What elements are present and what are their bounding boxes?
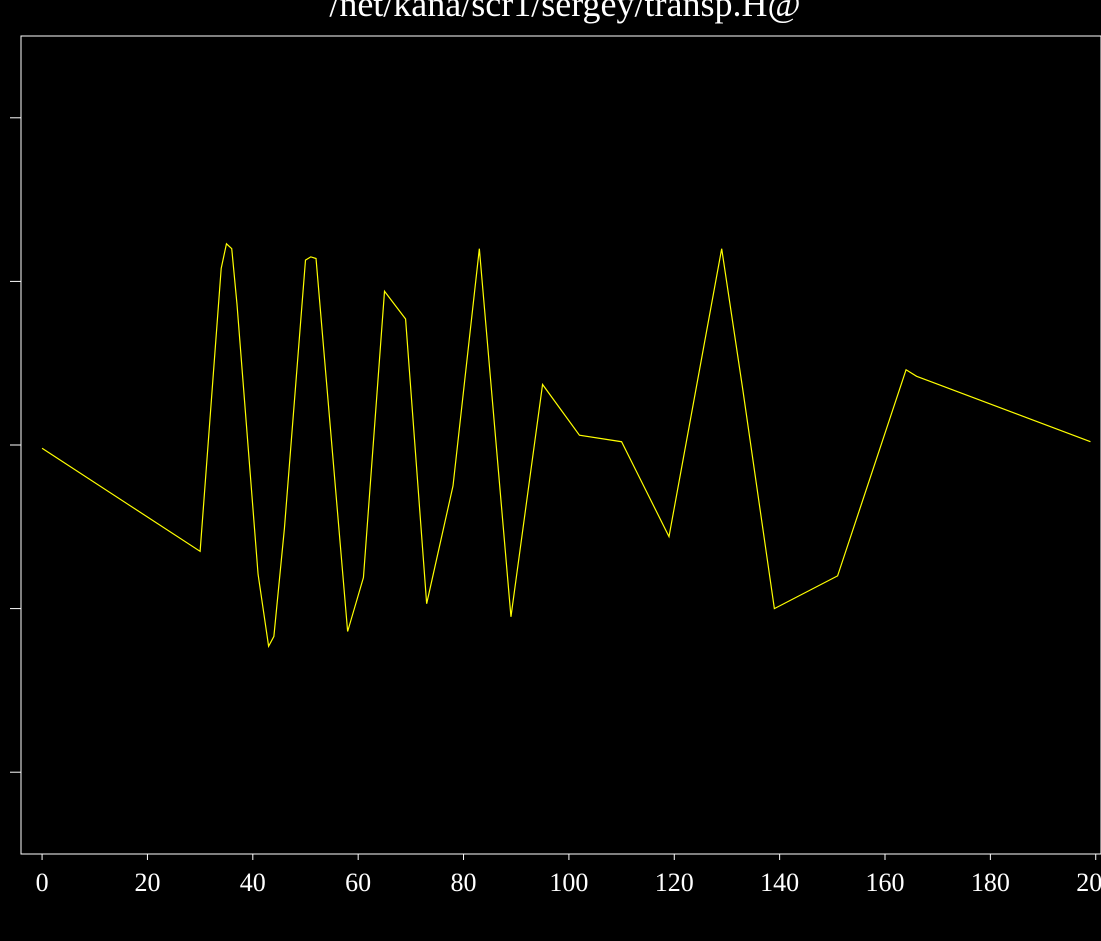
x-tick-label: 40: [240, 868, 266, 897]
x-tick-label: 120: [655, 868, 694, 897]
x-tick-label: 0: [36, 868, 49, 897]
x-tick-label: 80: [451, 868, 477, 897]
x-tick-label: 140: [760, 868, 799, 897]
x-tick-label: 100: [549, 868, 588, 897]
chart-title: /net/kana/scr1/sergey/transp.H@: [329, 0, 800, 24]
x-tick-label: 160: [866, 868, 905, 897]
x-tick-label: 200: [1076, 868, 1101, 897]
x-tick-label: 60: [345, 868, 371, 897]
x-tick-label: 20: [134, 868, 160, 897]
x-tick-label: 180: [971, 868, 1010, 897]
data-line: [41, 242, 1091, 649]
